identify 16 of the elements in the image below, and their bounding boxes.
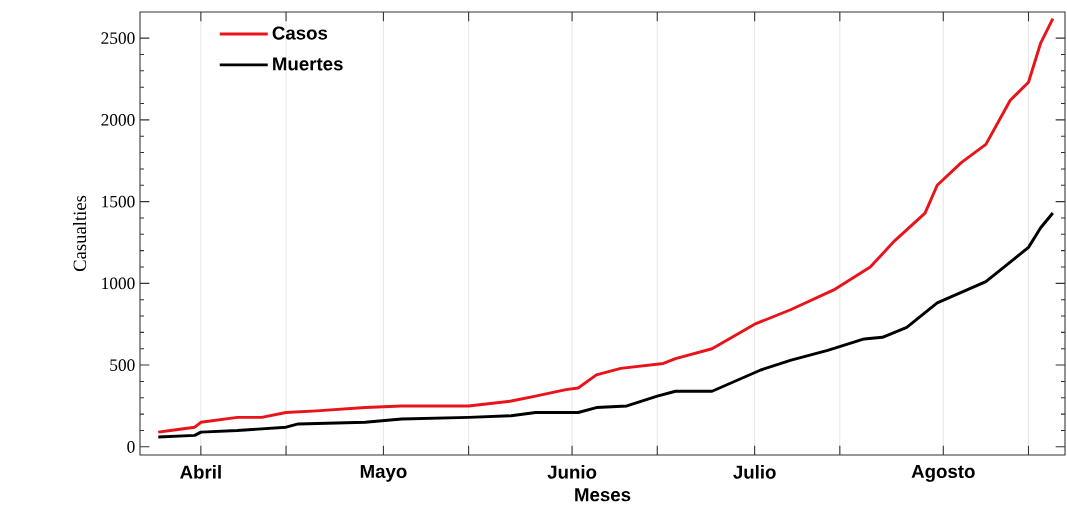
y-tick-label: 2000 bbox=[101, 114, 135, 126]
y-tick-label: 0 bbox=[127, 440, 135, 453]
y-tick-label: 1500 bbox=[102, 195, 135, 208]
legend-label: Casos bbox=[272, 26, 328, 40]
y-tick-label: 1000 bbox=[102, 277, 135, 290]
line-series bbox=[156, 17, 1055, 434]
x-axis-title: Meses bbox=[575, 488, 631, 502]
x-tick-label: Agosto bbox=[911, 465, 975, 482]
x-tick-label: Junio bbox=[547, 465, 597, 479]
x-tick-label: Abril bbox=[180, 465, 221, 479]
x-tick-label: Julio bbox=[733, 465, 776, 479]
y-axis-title: Casualties bbox=[72, 195, 87, 272]
x-tick-label: Mayo bbox=[360, 465, 407, 482]
legend-label: Muertes bbox=[273, 57, 343, 71]
y-tick-label: 500 bbox=[110, 359, 135, 371]
y-tick-label: 2500 bbox=[101, 32, 135, 44]
